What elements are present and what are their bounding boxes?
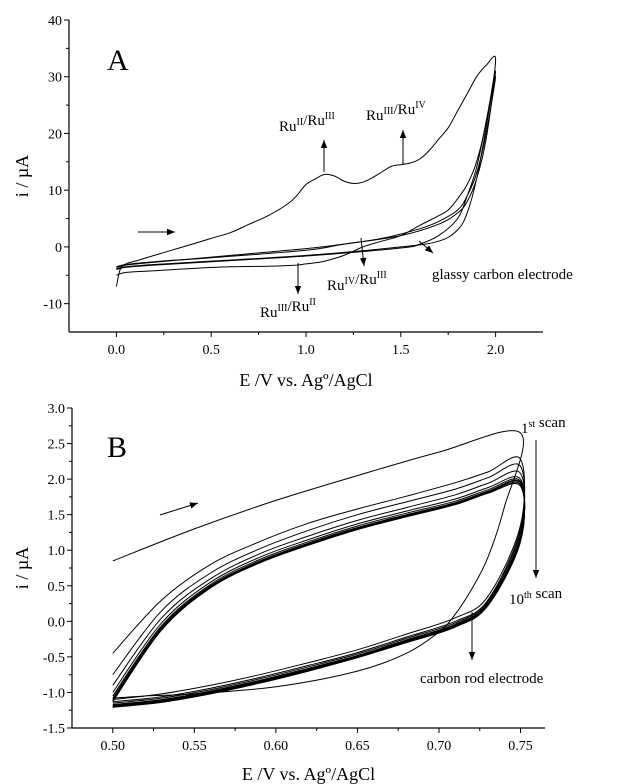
b-x-tick-label: 0.75 xyxy=(508,739,533,754)
a-series-3-line xyxy=(116,70,497,269)
a-arrow-scan-direction-head xyxy=(167,228,175,236)
panel-b-chart: 0.50 0.55 0.60 0.65 0.70 0.75 -1.5 -1.0 -0.5 0.0 0… xyxy=(12,402,566,784)
a-annotation-ru4-ru3: RuIV/RuIII xyxy=(327,270,387,294)
b-first-scan-line xyxy=(112,430,525,699)
a-arrow-reduction-1 xyxy=(359,237,367,267)
b-panel-label: B xyxy=(107,431,127,464)
a-annotation-electrode: glassy carbon electrode xyxy=(432,267,573,283)
a-x-tick-label: 0.5 xyxy=(202,343,220,358)
a-arrow-electrode xyxy=(418,240,434,254)
a-series-2-line xyxy=(116,76,497,271)
b-x-tick-label: 0.55 xyxy=(182,739,207,754)
b-y-tick-label: -0.5 xyxy=(43,651,65,666)
b-y-tick-label: 3.0 xyxy=(48,402,66,417)
a-y-axis-label: i / µA xyxy=(12,155,32,197)
a-y-tick-label: -10 xyxy=(43,298,62,313)
a-y-tick-label: 30 xyxy=(48,71,62,86)
a-series-1-line xyxy=(115,55,497,287)
b-y-tick-label: 2.5 xyxy=(48,438,66,453)
b-x-tick-label: 0.65 xyxy=(345,739,370,754)
a-arrow-reduction-2 xyxy=(294,263,302,294)
a-annotation-ru3-ru2: RuIII/RuII xyxy=(260,297,316,321)
b-y-tick-label: 1.0 xyxy=(48,544,66,559)
a-arrow-oxidation-2 xyxy=(399,130,407,165)
b-annotation-first-scan: 1st scan xyxy=(521,415,566,437)
b-arrow-scan-progression-head xyxy=(532,570,540,578)
a-arrow-scan-direction xyxy=(138,228,175,236)
a-arrow-electrode-head xyxy=(424,245,433,253)
b-scan-10-line xyxy=(112,483,526,708)
b-arrow-electrode xyxy=(468,612,476,660)
a-y-tick-label: 10 xyxy=(48,184,62,199)
b-x-tick-label: 0.60 xyxy=(264,739,289,754)
a-arrow-reduction-2-head xyxy=(294,286,302,294)
a-arrow-reduction-1-head xyxy=(359,257,367,266)
b-y-tick-label: 2.0 xyxy=(48,473,66,488)
a-arrow-oxidation-1 xyxy=(320,140,328,172)
a-x-tick-label: 1.0 xyxy=(297,343,315,358)
panel-a-chart: 0.0 0.5 1.0 1.5 2.0 -10 0 10 20 30 40 Ai / µA E /V v… xyxy=(12,14,573,390)
a-x-tick-label: 0.0 xyxy=(108,343,126,358)
b-y-tick-label: -1.5 xyxy=(43,722,65,737)
a-panel-label: A xyxy=(107,44,129,77)
a-arrow-oxidation-2-head xyxy=(399,130,407,138)
b-arrow-scan-direction-head xyxy=(189,502,198,509)
b-x-tick-label: 0.50 xyxy=(101,739,126,754)
a-x-axis-label: E /V vs. Agº/AgCl xyxy=(239,370,372,390)
a-x-tick-label: 2.0 xyxy=(487,343,505,358)
b-x-tick-label: 0.70 xyxy=(427,739,452,754)
a-x-tick-label: 1.5 xyxy=(392,343,410,358)
b-y-tick-label: 1.5 xyxy=(48,509,66,524)
a-arrow-oxidation-1-head xyxy=(320,140,328,148)
b-arrow-electrode-head xyxy=(468,652,476,660)
b-x-axis-label: E /V vs. Agº/AgCl xyxy=(242,764,375,784)
b-arrow-scan-direction xyxy=(159,502,199,516)
a-annotation-ru2-ru3: RuII/RuIII xyxy=(279,111,335,135)
b-y-tick-label: 0.0 xyxy=(48,615,66,630)
b-y-tick-label: 0.5 xyxy=(48,580,66,595)
a-y-tick-label: 0 xyxy=(55,241,62,256)
b-y-tick-label: -1.0 xyxy=(43,686,65,701)
b-arrow-scan-progression xyxy=(532,440,540,578)
a-annotation-ru3-ru4: RuIII/RuIV xyxy=(366,100,427,124)
a-y-tick-label: 20 xyxy=(48,127,62,142)
b-annotation-electrode: carbon rod electrode xyxy=(420,671,544,687)
b-annotation-tenth-scan: 10th scan xyxy=(509,586,563,608)
b-y-axis-label: i / µA xyxy=(12,547,32,589)
a-y-tick-label: 40 xyxy=(48,14,62,29)
